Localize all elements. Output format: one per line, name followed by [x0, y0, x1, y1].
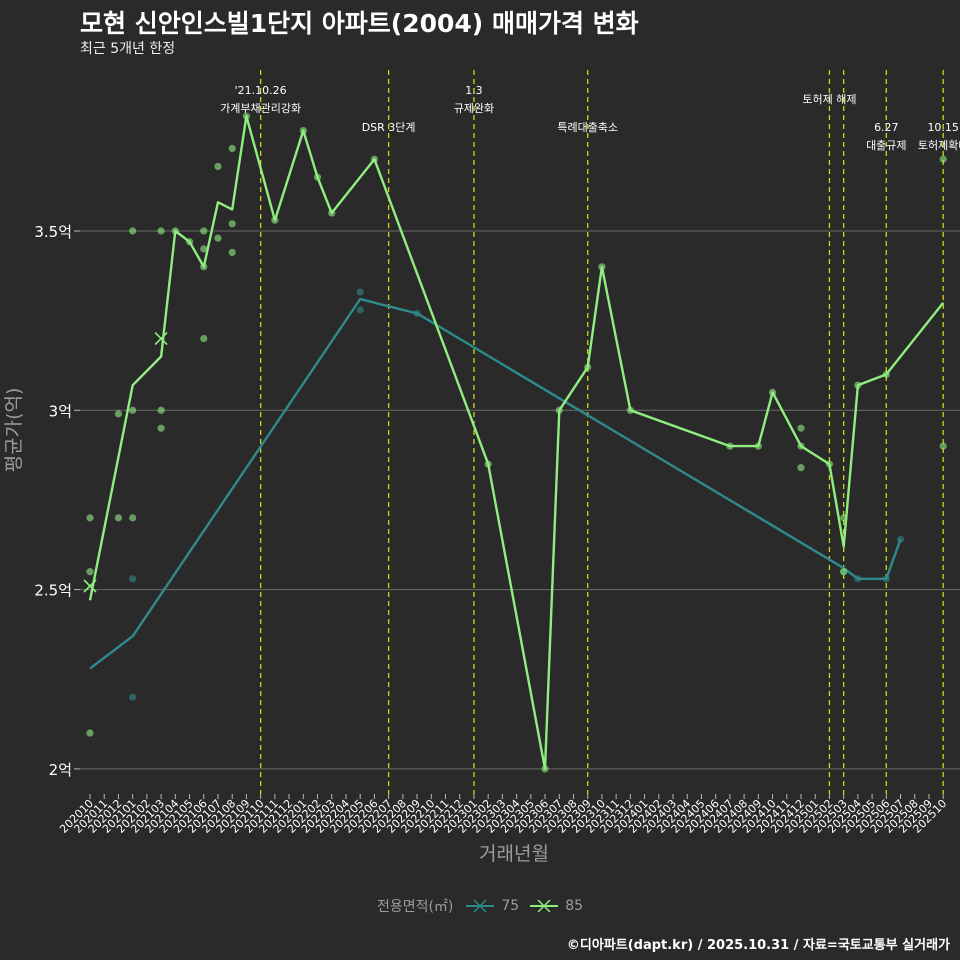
event-date-label: 1.3: [465, 84, 483, 97]
data-point-85: [228, 144, 236, 153]
legend-item-75: 75: [465, 896, 519, 916]
data-point-85: [328, 209, 336, 217]
legend-key-85: [530, 899, 559, 913]
data-point-85: [86, 729, 94, 737]
data-point-85: [854, 381, 862, 389]
data-point-85: [840, 514, 848, 522]
data-point-75: [356, 306, 364, 314]
legend-key-75: [466, 899, 495, 913]
legend-title: 전용면적(㎡): [376, 899, 454, 915]
y-tick-label: 3.5억: [34, 223, 72, 241]
y-tick-label: 2.5억: [34, 582, 72, 600]
data-point-85: [157, 406, 165, 414]
data-point-85: [484, 460, 492, 468]
data-point-85: [200, 227, 208, 235]
x-axis-title: 거래년월: [479, 843, 549, 865]
chart-title: 모현 신안인스빌1단지 아파트(2004) 매매가격 변화: [80, 9, 639, 38]
y-axis-title: 평균가(억): [3, 388, 25, 473]
data-point-85: [541, 765, 549, 773]
data-point-85: [313, 173, 322, 181]
source-caption: ©디아파트(dapt.kr) / 2025.10.31 / 자료=국토교통부 실…: [566, 938, 950, 953]
data-point-85: [86, 568, 94, 576]
event-date-label: 6.27: [874, 121, 899, 134]
data-point-85: [129, 406, 137, 414]
series-lines: [88, 114, 945, 771]
event-label: 토허제확대: [918, 139, 960, 152]
data-point-85: [171, 227, 179, 235]
data-point-85: [797, 442, 805, 450]
data-point-85: [797, 424, 805, 432]
data-point-85: [939, 442, 947, 450]
data-point-85: [157, 424, 165, 432]
x-axis: 2020102020112020122021012021022021032021…: [57, 794, 949, 836]
data-point-85: [825, 460, 834, 468]
data-point-85: [299, 126, 307, 135]
cross-marker-85: [154, 331, 168, 346]
data-point-85: [200, 245, 208, 253]
legend-item-85: 85: [529, 896, 583, 916]
data-point-75: [854, 575, 862, 583]
data-points: [83, 112, 947, 773]
data-point-85: [271, 216, 279, 224]
data-point-85: [840, 568, 848, 576]
data-point-85: [555, 406, 563, 414]
data-point-85: [768, 388, 777, 396]
data-point-85: [626, 406, 634, 414]
cross-marker-85: [83, 579, 97, 593]
data-point-85: [114, 514, 123, 522]
legend-label-85: 85: [565, 898, 584, 914]
y-axis: 2억 2.5억 3억 3.5억: [34, 223, 80, 779]
data-point-75: [129, 575, 137, 583]
data-point-85: [86, 514, 94, 522]
data-point-75: [356, 288, 364, 296]
data-point-75: [882, 575, 890, 583]
series-line-75: [89, 297, 902, 670]
series-line-85: [88, 114, 945, 771]
y-tick-label: 2억: [49, 761, 72, 779]
data-point-75: [413, 309, 421, 318]
data-point-75: [896, 535, 905, 543]
event-date-label: '21.10.26: [235, 84, 287, 97]
cross-stroke: [83, 579, 97, 593]
data-point-85: [228, 220, 236, 228]
legend-label-75: 75: [501, 898, 520, 914]
data-point-85: [129, 514, 137, 522]
grid-lines: [80, 230, 960, 770]
legend: 전용면적(㎡) 75 85: [0, 896, 960, 916]
y-tick-label: 3억: [49, 402, 72, 420]
event-label: 토허제 해제: [802, 92, 856, 106]
data-point-85: [939, 155, 947, 163]
event-label: 특례대출축소: [557, 121, 618, 134]
data-point-85: [598, 263, 606, 271]
data-point-85: [114, 410, 123, 418]
event-label: DSR 3단계: [362, 121, 416, 134]
chart-subtitle: 최근 5개년 한정: [80, 41, 176, 57]
data-point-85: [214, 234, 222, 242]
data-point-85: [228, 248, 236, 257]
data-point-85: [370, 155, 378, 163]
data-point-85: [214, 162, 222, 171]
data-point-85: [754, 442, 762, 450]
data-point-85: [200, 334, 208, 343]
data-point-85: [157, 227, 165, 235]
data-point-85: [584, 363, 592, 371]
data-point-75: [129, 693, 137, 701]
data-point-85: [185, 238, 194, 246]
data-point-85: [882, 370, 890, 379]
data-point-85: [200, 263, 208, 271]
event-label: 가계부채관리강화: [220, 102, 301, 115]
event-label: 대출규제: [866, 139, 906, 152]
data-point-85: [726, 442, 734, 450]
cross-stroke: [154, 331, 168, 346]
event-label: 규제완화: [454, 102, 494, 115]
data-point-85: [129, 227, 137, 235]
event-date-label: 10.15: [927, 121, 959, 134]
data-point-85: [797, 464, 805, 472]
data-point-85: [242, 112, 251, 120]
